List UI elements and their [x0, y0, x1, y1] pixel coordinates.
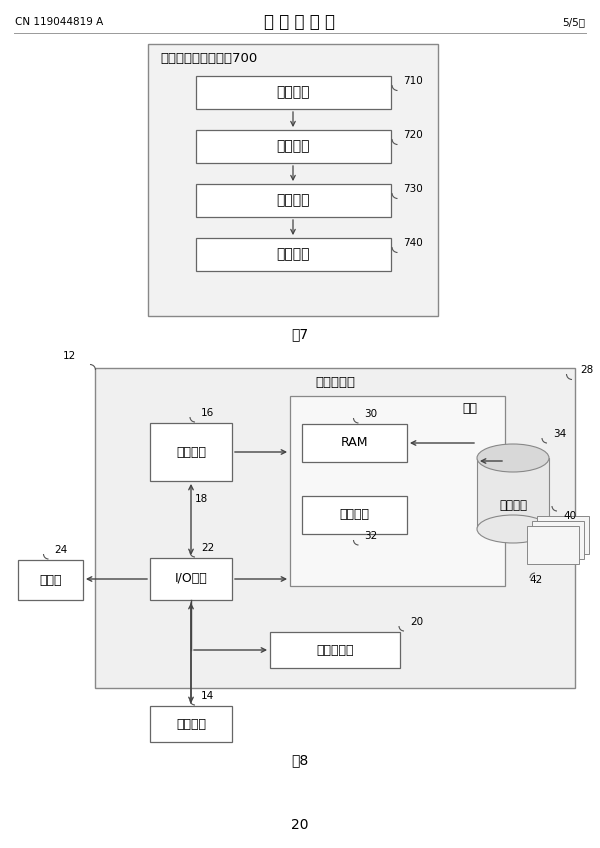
Text: 730: 730 — [404, 184, 423, 194]
Text: 5/5页: 5/5页 — [562, 17, 585, 27]
Bar — [150, 423, 232, 481]
Text: 显示器: 显示器 — [39, 573, 62, 587]
Text: 高速缓存: 高速缓存 — [340, 509, 370, 522]
Bar — [95, 368, 575, 688]
Text: 42: 42 — [529, 575, 542, 585]
Text: 22: 22 — [201, 543, 214, 553]
Bar — [196, 238, 391, 271]
Text: 图8: 图8 — [292, 753, 308, 767]
Bar — [196, 76, 391, 109]
Text: 30: 30 — [365, 409, 377, 419]
Text: 图7: 图7 — [292, 327, 308, 341]
Text: 24: 24 — [55, 545, 68, 555]
Text: 18: 18 — [195, 494, 208, 504]
Bar — [302, 496, 407, 534]
Text: 34: 34 — [553, 429, 566, 439]
Text: 40: 40 — [563, 511, 576, 521]
Text: 710: 710 — [404, 76, 423, 86]
Bar — [537, 516, 589, 554]
Bar — [477, 458, 549, 529]
Text: 判断模块: 判断模块 — [276, 248, 310, 261]
Text: 16: 16 — [201, 408, 214, 418]
Text: 存储系统: 存储系统 — [499, 499, 527, 512]
Text: 14: 14 — [201, 691, 214, 701]
Bar — [18, 560, 83, 600]
Text: 12: 12 — [63, 351, 76, 361]
Text: 处理单元: 处理单元 — [176, 445, 206, 459]
Text: 说 明 书 附 图: 说 明 书 附 图 — [265, 13, 335, 31]
Text: 计算机设备: 计算机设备 — [315, 376, 355, 388]
Text: 28: 28 — [580, 365, 593, 375]
Bar — [290, 396, 505, 586]
Ellipse shape — [477, 515, 549, 543]
Text: 740: 740 — [404, 238, 423, 248]
Text: 网络适配器: 网络适配器 — [316, 644, 354, 656]
Bar — [527, 526, 579, 564]
Text: CN 119044819 A: CN 119044819 A — [15, 17, 103, 27]
Bar — [196, 130, 391, 163]
Ellipse shape — [477, 444, 549, 472]
Text: 720: 720 — [404, 130, 423, 140]
Text: 32: 32 — [365, 531, 378, 541]
Text: 芯片引脚的测试装置700: 芯片引脚的测试装置700 — [160, 53, 257, 65]
Text: 配置模块: 配置模块 — [276, 140, 310, 153]
Text: 外部设备: 外部设备 — [176, 717, 206, 730]
Text: I/O接口: I/O接口 — [175, 572, 208, 585]
Text: 20: 20 — [410, 617, 423, 627]
Bar — [150, 558, 232, 600]
Text: 确定模块: 确定模块 — [276, 86, 310, 99]
Text: 内存: 内存 — [463, 401, 478, 415]
Bar — [148, 44, 438, 316]
Bar — [302, 424, 407, 462]
Bar — [270, 632, 400, 668]
Text: 20: 20 — [291, 818, 309, 832]
Text: 读取模块: 读取模块 — [276, 193, 310, 208]
Bar — [196, 184, 391, 217]
Text: RAM: RAM — [341, 437, 368, 449]
Bar — [150, 706, 232, 742]
Bar — [532, 521, 584, 559]
